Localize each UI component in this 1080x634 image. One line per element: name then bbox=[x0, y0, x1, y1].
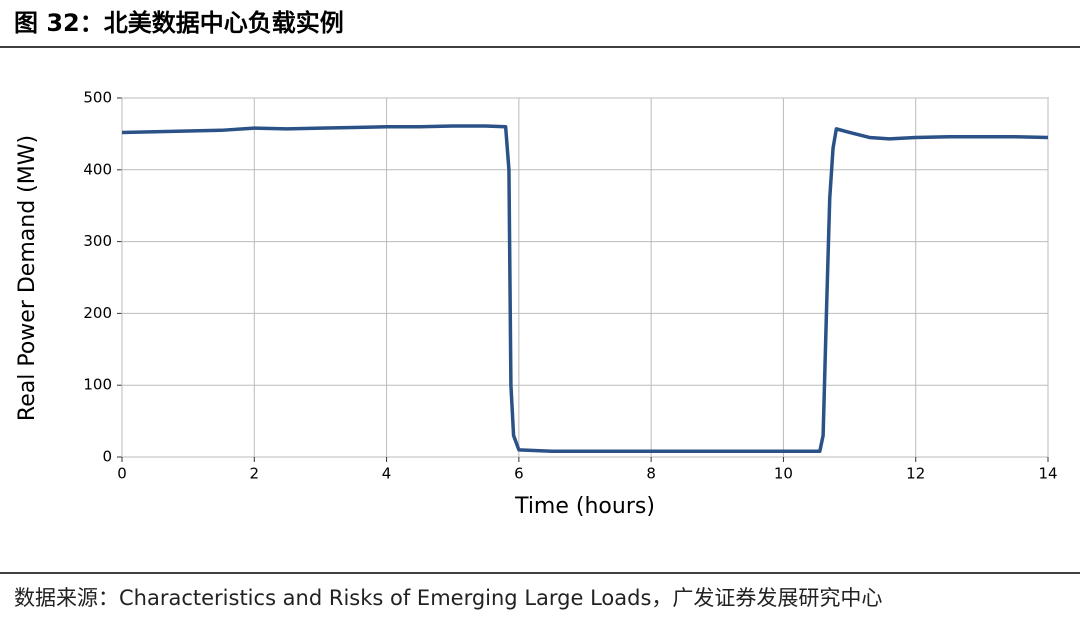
y-tick-label: 200 bbox=[83, 304, 112, 322]
x-tick-label: 8 bbox=[646, 465, 656, 483]
x-tick-label: 4 bbox=[382, 465, 392, 483]
data-line bbox=[121, 124, 1049, 454]
x-tick-label: 2 bbox=[250, 465, 260, 483]
y-axis-label: Real Power Demand (MW) bbox=[15, 135, 40, 421]
x-tick-label: 14 bbox=[1038, 465, 1057, 483]
x-axis-label: Time (hours) bbox=[514, 494, 655, 519]
figure-title: 图 32：北美数据中心负载实例 bbox=[14, 9, 344, 37]
x-tick-label: 10 bbox=[774, 465, 793, 483]
y-tick-label: 0 bbox=[102, 448, 112, 466]
y-tick-label: 500 bbox=[83, 89, 112, 107]
x-tick-label: 0 bbox=[117, 465, 127, 483]
x-tick-label: 12 bbox=[906, 465, 925, 483]
y-tick-label: 100 bbox=[83, 376, 112, 394]
plot-frame bbox=[121, 97, 1049, 458]
x-tick-label: 6 bbox=[514, 465, 524, 483]
source-note: 数据来源：Characteristics and Risks of Emergi… bbox=[14, 586, 882, 610]
y-tick-label: 400 bbox=[83, 160, 112, 178]
y-tick-label: 300 bbox=[83, 232, 112, 250]
